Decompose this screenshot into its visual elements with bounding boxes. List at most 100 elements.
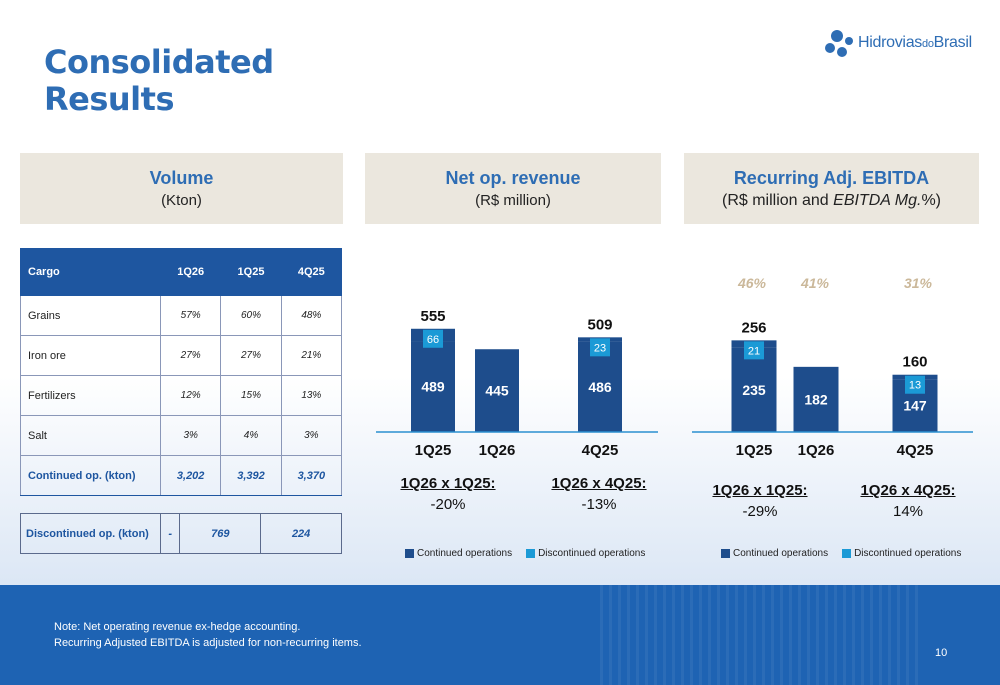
ebitda-margin-label: 46% — [737, 275, 767, 291]
cell: Grains — [20, 295, 161, 336]
legend-label: Continued operations — [417, 548, 513, 559]
cell: Fertilizers — [20, 375, 161, 416]
bar-label-continued: 182 — [804, 391, 828, 407]
bar-discontinued — [905, 375, 925, 394]
x-tick-label: 4Q25 — [897, 442, 934, 459]
cell: 13% — [280, 375, 343, 416]
x-tick-label: 4Q25 — [582, 442, 619, 459]
volume-heading: Volume — [149, 168, 214, 188]
table-row: Grains 57% 60% 48% — [20, 295, 343, 336]
legend-label: Discontinued operations — [854, 548, 962, 559]
comparison-label: 1Q26 x 1Q25: — [400, 475, 496, 492]
logo-text: HidroviasdoBrasil — [858, 34, 972, 51]
bar-total-label: 555 — [420, 308, 445, 325]
bar-continued — [578, 341, 622, 432]
bar-total-label: 160 — [902, 354, 927, 371]
page-number: 10 — [935, 647, 948, 659]
x-tick-label: 1Q26 — [798, 442, 835, 459]
revenue-subheading: (R$ million) — [475, 192, 551, 209]
revenue-panel-header: Net op. revenue (R$ million) — [365, 153, 661, 224]
cell: 27% — [159, 335, 222, 376]
revenue-comparison-1: 1Q26 x 1Q25: -20% — [378, 475, 518, 513]
cell: 3% — [280, 415, 343, 456]
bar-label-discontinued: 23 — [594, 342, 606, 354]
cell: Salt — [20, 415, 161, 456]
footer-note-line: Note: Net operating revenue ex-hedge acc… — [54, 621, 301, 633]
comparison-label: 1Q26 x 4Q25: — [860, 482, 956, 499]
bar-continued — [793, 366, 839, 432]
revenue-heading: Net op. revenue — [445, 168, 581, 188]
bar-label-discontinued: 13 — [909, 380, 921, 392]
discontinued-table: Discontinued op. (kton) - 769 224 — [20, 513, 342, 554]
legend-label: Continued operations — [733, 548, 829, 559]
cell: Continued op. (kton) — [20, 455, 161, 496]
bar-discontinued — [590, 338, 610, 357]
cell: 3,202 — [159, 455, 222, 496]
legend-swatch-continued — [405, 549, 414, 558]
bar-label-continued: 486 — [588, 379, 612, 395]
cell: 769 — [179, 513, 262, 554]
cell: Discontinued op. (kton) — [20, 513, 161, 554]
volume-panel-header: Volume (Kton) — [20, 153, 343, 224]
ebitda-subheading: (R$ million and EBITDA Mg.%) — [721, 191, 942, 209]
ebitda-comparison-2: 1Q26 x 4Q25: 14% — [838, 482, 978, 520]
cell: 60% — [220, 295, 282, 336]
column-header: 1Q26 — [159, 248, 222, 296]
revenue-comparison-2: 1Q26 x 4Q25: -13% — [529, 475, 669, 513]
bar-label-continued: 445 — [485, 383, 509, 399]
ebitda-margin-label: 31% — [904, 275, 933, 291]
x-tick-label: 1Q25 — [415, 442, 452, 459]
cell: 3% — [159, 415, 222, 456]
cell: 3,370 — [280, 455, 343, 496]
logo-mark-icon — [825, 30, 853, 57]
volume-subheading: (Kton) — [161, 192, 202, 209]
table-total-row: Continued op. (kton) 3,202 3,392 3,370 — [20, 455, 343, 496]
ebitda-margin-label: 41% — [800, 275, 830, 291]
bar-total-label: 509 — [587, 316, 612, 333]
cell: 224 — [260, 513, 342, 554]
bar-label-continued: 235 — [742, 382, 766, 398]
bar-label-continued: 489 — [421, 379, 445, 395]
cargo-table: Cargo 1Q26 1Q25 4Q25 Grains 57% 60% 48% … — [20, 248, 343, 496]
table-row: Discontinued op. (kton) - 769 224 — [20, 513, 342, 554]
title-line-2: Results — [44, 80, 174, 118]
title-line-1: Consolidated — [44, 43, 274, 81]
x-tick-label: 1Q25 — [736, 442, 773, 459]
footer-stripes — [600, 585, 920, 685]
comparison-value: -29% — [742, 503, 778, 520]
bar-discontinued — [744, 341, 764, 360]
legend-swatch-continued — [721, 549, 730, 558]
bar-label-continued: 147 — [903, 398, 927, 414]
company-logo — [825, 30, 853, 57]
legend-swatch-discontinued — [842, 549, 852, 558]
comparison-value: -20% — [430, 496, 466, 513]
comparison-value: -13% — [581, 496, 617, 513]
footer-note: Note: Net operating revenue ex-hedge acc… — [54, 619, 362, 651]
column-header: 4Q25 — [280, 248, 343, 296]
table-row: Fertilizers 12% 15% 13% — [20, 375, 343, 416]
x-tick-label: 1Q26 — [479, 442, 516, 459]
legend-label: Discontinued operations — [538, 548, 646, 559]
ebitda-legend: Continued operations Discontinued operat… — [721, 548, 975, 559]
page-title: Consolidated Results — [44, 44, 274, 118]
cell: 57% — [159, 295, 222, 336]
cell: 12% — [159, 375, 222, 416]
comparison-value: 14% — [892, 503, 924, 520]
bar-continued — [475, 349, 519, 432]
cell: - — [159, 513, 181, 554]
bar-total-label: 256 — [741, 319, 766, 336]
footer-note-line: Recurring Adjusted EBITDA is adjusted fo… — [54, 637, 362, 649]
ebitda-panel-header: Recurring Adj. EBITDA (R$ million and EB… — [684, 153, 979, 224]
bar-charts: 489 66 555 1Q25 445 1Q26 486 23 509 4Q25 235 21 256 1… — [376, 275, 973, 459]
cell: 15% — [220, 375, 282, 416]
bar-continued — [411, 341, 455, 432]
ebitda-comparison-1: 1Q26 x 1Q25: -29% — [690, 482, 830, 520]
comparison-label: 1Q26 x 4Q25: — [551, 475, 647, 492]
cell: 48% — [280, 295, 343, 336]
bar-label-discontinued: 21 — [748, 345, 760, 357]
bar-label-discontinued: 66 — [427, 334, 439, 346]
comparison-label: 1Q26 x 1Q25: — [712, 482, 808, 499]
ebitda-heading: Recurring Adj. EBITDA — [733, 167, 930, 188]
cell: 3,392 — [220, 455, 282, 496]
table-row: Salt 3% 4% 3% — [20, 415, 343, 456]
